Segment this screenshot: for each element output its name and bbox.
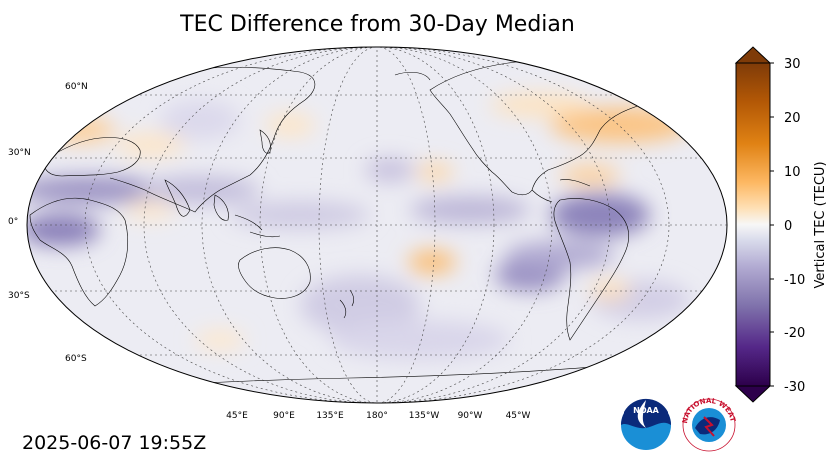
colorbar-tick-neg30: -30 (784, 380, 805, 395)
lat-label-30s: 30°S (8, 291, 30, 301)
lon-label-135e: 135°E (316, 411, 344, 421)
timestamp: 2025-06-07 19:55Z (22, 432, 207, 454)
lon-label-45w: 45°W (506, 411, 531, 421)
colorbar-high-extension (734, 46, 772, 64)
lon-label-45e: 45°E (226, 411, 248, 421)
noaa-logo: NOAA (621, 398, 671, 450)
longitude-labels: 45°E 90°E 135°E 180° 135°W 90°W 45°W (226, 411, 530, 421)
colorbar-tick-10: 10 (784, 165, 801, 180)
colorbar-tick-30: 30 (784, 57, 801, 72)
colorbar-tick-neg10: -10 (784, 273, 805, 288)
lat-label-30n: 30°N (8, 148, 31, 158)
lon-label-90w: 90°W (458, 411, 483, 421)
globe-outline (26, 46, 728, 404)
colorbar-tick-neg20: -20 (784, 326, 805, 341)
colorbar-gradient (735, 62, 771, 387)
colorbar-tick-20: 20 (784, 111, 801, 126)
colorbar-low-extension (734, 385, 772, 403)
colorbar: 30 20 10 0 -10 -20 -30 Vertical TEC (TEC… (734, 46, 828, 403)
colorbar-tick-0: 0 (784, 219, 792, 234)
lon-label-135w: 135°W (409, 411, 440, 421)
tec-anomaly-field (27, 47, 727, 403)
colorbar-label: Vertical TEC (TECU) (813, 161, 828, 288)
lon-label-180: 180° (366, 411, 388, 421)
chart-title: TEC Difference from 30-Day Median (180, 12, 575, 37)
globe (26, 46, 728, 404)
latitude-labels: 60°N 30°N 0° 30°S 60°S (8, 82, 88, 364)
lat-label-60s: 60°S (65, 354, 87, 364)
lon-label-90e: 90°E (273, 411, 295, 421)
lat-label-0: 0° (8, 217, 18, 227)
lat-label-60n: 60°N (65, 82, 88, 92)
noaa-logo-text: NOAA (633, 406, 659, 415)
